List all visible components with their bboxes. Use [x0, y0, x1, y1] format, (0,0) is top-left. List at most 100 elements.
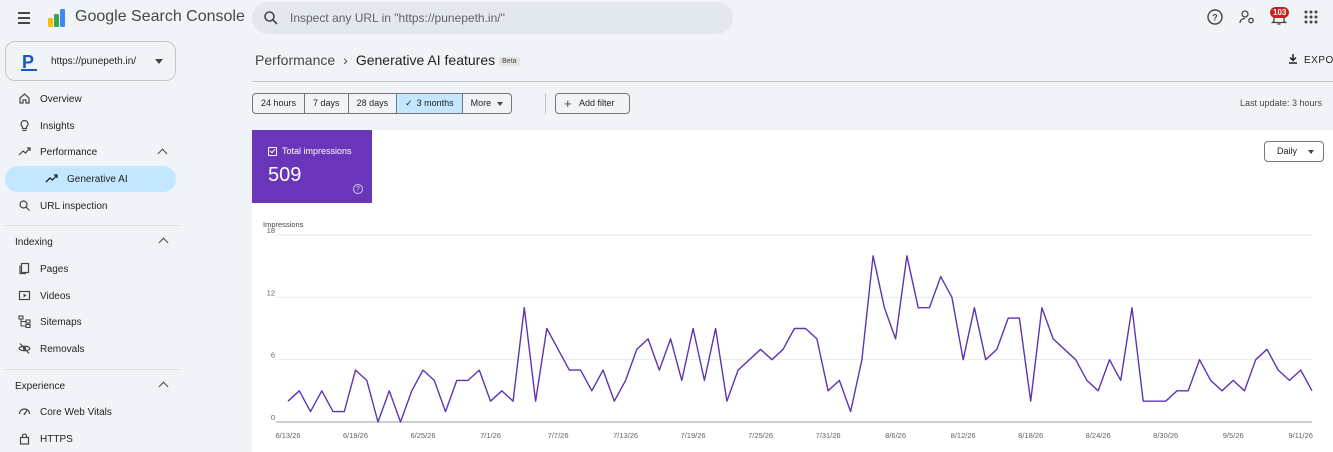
property-url: https://punepeth.in/	[51, 56, 137, 67]
export-label: EXPO	[1304, 55, 1333, 66]
checkbox-icon[interactable]	[268, 147, 277, 156]
sidebar-item-core-web-vitals[interactable]: Core Web Vitals	[5, 399, 176, 425]
range-3-months[interactable]: ✓ 3 months	[397, 94, 463, 113]
range-24-hours[interactable]: 24 hours	[253, 94, 306, 113]
section-indexing[interactable]: Indexing	[15, 237, 175, 248]
granularity-dropdown[interactable]: Daily	[1264, 141, 1324, 162]
sidebar-item-label: Generative AI	[67, 174, 128, 185]
y-axis-label: Impressions	[263, 220, 304, 229]
section-title: Experience	[15, 381, 66, 392]
svg-text:?: ?	[1212, 13, 1218, 23]
chevron-up-icon[interactable]	[158, 237, 169, 248]
apps-grid-icon[interactable]	[1302, 8, 1320, 26]
chart-card	[252, 130, 1333, 452]
sidebar-item-url-inspection[interactable]: URL inspection	[5, 193, 176, 219]
sidebar-item-insights[interactable]: Insights	[5, 113, 176, 139]
svg-text:P: P	[22, 52, 34, 72]
sidebar-item-label: Core Web Vitals	[40, 407, 112, 418]
export-button[interactable]: EXPO	[1288, 53, 1333, 66]
x-tick-label: 6/13/26	[275, 431, 300, 440]
help-icon[interactable]: ?	[353, 184, 363, 194]
lightbulb-icon	[20, 119, 29, 132]
x-tick-label: 8/18/26	[1018, 431, 1043, 440]
sidebar-item-label: Videos	[40, 291, 71, 302]
x-tick-label: 6/25/26	[410, 431, 435, 440]
x-tick-label: 9/11/26	[1288, 431, 1312, 440]
gauge-icon	[18, 408, 31, 415]
x-tick-label: 8/30/26	[1153, 431, 1178, 440]
more-label: More	[470, 98, 492, 108]
sidebar-item-label: URL inspection	[40, 201, 108, 212]
check-icon: ✓	[405, 98, 413, 108]
more-ranges-button[interactable]: More	[463, 94, 512, 113]
section-experience[interactable]: Experience	[15, 381, 175, 392]
search-icon	[264, 11, 278, 25]
search-icon	[19, 200, 30, 211]
x-tick-label: 7/31/26	[816, 431, 841, 440]
impressions-line-chart: Impressions 0 6 12 18 6/13/26 6/19/26 6/25/26 7/…	[263, 220, 1313, 440]
download-icon	[1289, 54, 1297, 64]
sidebar-item-overview[interactable]: Overview	[5, 86, 176, 112]
beta-badge: Beta	[499, 56, 520, 66]
sidebar-item-removals[interactable]: Removals	[5, 336, 176, 362]
notification-badge: 103	[1270, 7, 1290, 18]
sidebar-item-label: Sitemaps	[40, 317, 82, 328]
range-28-days[interactable]: 28 days	[349, 94, 398, 113]
total-impressions-metric[interactable]: Total impressions 509 ?	[252, 130, 372, 203]
chevron-up-icon[interactable]	[157, 148, 168, 159]
help-icon[interactable]: ?	[1206, 8, 1224, 26]
home-icon	[19, 93, 30, 104]
menu-icon[interactable]	[12, 8, 36, 28]
plus-icon: +	[564, 96, 572, 111]
sidebar-item-label: HTTPS	[40, 434, 73, 445]
property-favicon: P	[21, 52, 37, 72]
add-filter-button[interactable]: + Add filter	[555, 93, 630, 114]
sidebar-divider	[5, 225, 180, 226]
sidebar-item-label: Removals	[40, 344, 85, 355]
chevron-right-icon: ›	[343, 52, 348, 68]
trending-up-icon	[18, 147, 31, 156]
metric-label: Total impressions	[282, 146, 352, 156]
top-bar: Google Search Console ? 103	[0, 0, 1333, 36]
search-input[interactable]	[290, 2, 720, 34]
breadcrumb: Performance › Generative AI features Beta	[255, 52, 520, 68]
metric-value: 509	[268, 164, 302, 186]
sidebar-item-label: Performance	[40, 147, 98, 158]
y-tick-label: 12	[267, 288, 275, 297]
x-tick-label: 7/13/26	[613, 431, 638, 440]
chevron-up-icon[interactable]	[158, 381, 169, 392]
sidebar-item-pages[interactable]: Pages	[5, 256, 176, 282]
breadcrumb-performance[interactable]: Performance	[255, 52, 336, 68]
x-tick-label: 8/12/26	[951, 431, 976, 440]
range-7-days[interactable]: 7 days	[305, 94, 349, 113]
app-title: Google Search Console	[75, 8, 245, 25]
x-tick-label: 9/5/26	[1223, 431, 1244, 440]
x-tick-label: 6/19/26	[343, 431, 368, 440]
sidebar-item-label: Pages	[40, 264, 69, 275]
y-tick-label: 0	[271, 413, 275, 422]
sidebar-item-label: Insights	[40, 121, 75, 132]
manage-users-icon[interactable]	[1238, 8, 1256, 26]
sidebar-item-performance[interactable]: Performance	[5, 139, 176, 165]
granularity-label: Daily	[1277, 146, 1298, 156]
range-label: 3 months	[416, 98, 454, 108]
x-tick-label: 7/7/26	[548, 431, 569, 440]
add-filter-label: Add filter	[579, 98, 615, 108]
search-console-logo	[48, 9, 65, 27]
chevron-down-icon	[155, 59, 163, 64]
sidebar-item-videos[interactable]: Videos	[5, 283, 176, 309]
sidebar-item-sitemaps[interactable]: Sitemaps	[5, 309, 176, 335]
sidebar-item-generative-ai[interactable]: Generative AI	[5, 166, 176, 192]
sidebar-item-label: Overview	[40, 94, 82, 105]
sitemap-icon	[18, 315, 31, 328]
property-selector[interactable]: P https://punepeth.in/	[5, 41, 176, 81]
filter-separator	[545, 93, 546, 114]
sidebar-item-https[interactable]: HTTPS	[5, 426, 176, 452]
section-title: Indexing	[15, 237, 53, 248]
x-tick-label: 8/6/26	[885, 431, 906, 440]
sidebar-divider	[5, 369, 180, 370]
x-tick-label: 7/25/26	[748, 431, 773, 440]
caret-down-icon	[497, 101, 504, 106]
url-inspection-search[interactable]	[252, 2, 733, 34]
x-tick-label: 7/1/26	[480, 431, 501, 440]
